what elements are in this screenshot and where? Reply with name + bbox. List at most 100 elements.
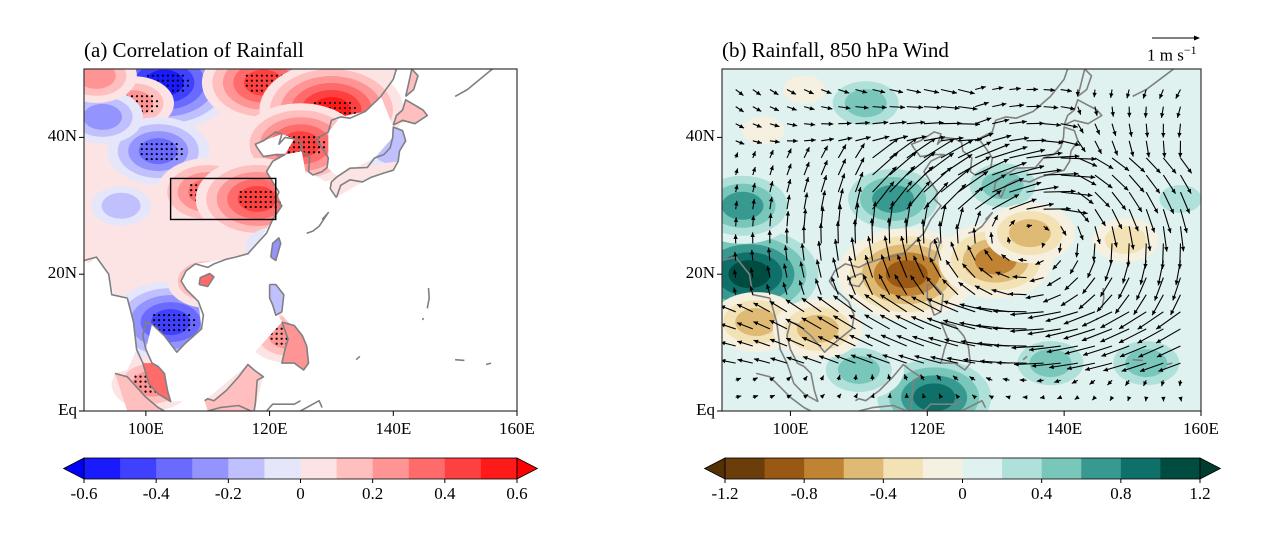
stipple-dot: [144, 385, 147, 388]
stipple-dot: [175, 147, 178, 151]
stipple-dot: [165, 142, 168, 146]
stipple-dot: [140, 105, 144, 108]
stipple-dot: [181, 89, 185, 92]
stipple-dot: [353, 111, 357, 115]
colorbar-tick-label: 0.2: [362, 484, 384, 503]
stipple-dot: [297, 146, 301, 149]
coastline: [492, 69, 494, 70]
colorbar-tick-label: -0.4: [869, 484, 897, 503]
ocean-mask: [255, 133, 295, 157]
ocean-mask: [145, 324, 208, 402]
stipple-dot: [166, 79, 170, 82]
stipple-dot: [170, 142, 173, 146]
stipple-dot: [140, 152, 143, 156]
stipple-dot: [265, 74, 268, 77]
colorbar-segment: [264, 458, 301, 479]
stipple-dot: [140, 95, 144, 98]
y-tick-label: Eq: [58, 400, 77, 419]
stipple-dot: [173, 318, 176, 322]
stipple-dot: [312, 141, 316, 144]
stipple-dot: [255, 79, 258, 82]
significance-stipple: [140, 142, 183, 161]
stipple-dot: [155, 152, 158, 156]
stipple-dot: [280, 327, 283, 330]
stipple-dot: [245, 79, 248, 82]
stipple-dot: [130, 95, 134, 98]
stipple-dot: [155, 147, 158, 151]
coastline: [404, 69, 419, 98]
stipple-dot: [168, 318, 171, 322]
stipple-dot: [270, 74, 273, 77]
ocean-mask: [266, 151, 307, 206]
y-tick-label: 20N: [685, 263, 715, 283]
stipple-dot: [188, 318, 191, 322]
coastline: [454, 69, 493, 98]
colorbar-extend-high: [516, 457, 539, 480]
stipple-dot: [338, 101, 342, 105]
coastline: [392, 99, 429, 126]
stipple-dot: [146, 74, 150, 77]
stipple-dot: [183, 318, 186, 322]
stipple-dot: [239, 190, 242, 194]
stipple-dot: [155, 157, 158, 161]
stipple-dot: [307, 141, 311, 144]
stipple-dot: [150, 110, 154, 113]
stipple-dot: [312, 136, 316, 139]
colorbar-tick-label: -0.2: [214, 484, 242, 503]
x-tick-label: 100E: [772, 419, 809, 438]
stipple-dot: [280, 337, 283, 340]
x-tick-label: 100E: [127, 419, 164, 438]
colorbar-tick-label: 0.6: [506, 484, 528, 503]
stipple-dot: [158, 323, 161, 327]
stipple-dot: [150, 157, 153, 161]
stipple-dot: [178, 318, 181, 322]
stipple-dot: [307, 136, 311, 139]
stipple-dot: [254, 190, 257, 194]
land-luzon: [269, 284, 284, 316]
stipple-dot: [186, 84, 190, 87]
stipple-dot: [244, 200, 247, 204]
stipple-dot: [181, 74, 185, 77]
colorbar-tick-label: 0.8: [1110, 484, 1132, 503]
stipple-dot: [269, 195, 272, 199]
coastline: [207, 404, 252, 411]
stipple-dot: [186, 79, 190, 82]
stipple-dot: [175, 152, 178, 156]
stipple-dot: [163, 323, 166, 327]
stipple-dot: [249, 190, 252, 194]
stipple-dot: [190, 194, 193, 197]
ocean-mask: [176, 255, 282, 384]
stipple-dot: [193, 318, 196, 322]
stipple-dot: [190, 184, 193, 187]
stipple-dot: [183, 323, 186, 327]
stipple-dot: [140, 100, 144, 103]
colorbar-tick-label: 0.4: [434, 484, 456, 503]
stipple-dot: [180, 152, 183, 156]
stipple-dot: [173, 328, 176, 332]
land-honshu-north: [384, 127, 406, 163]
stipple-dot: [144, 380, 147, 383]
stipple-dot: [150, 100, 154, 103]
stipple-dot: [165, 157, 168, 161]
colorbar-segment: [372, 458, 410, 479]
ocean-mask: [411, 69, 499, 111]
stipple-dot: [353, 106, 357, 110]
stipple-dot: [270, 79, 273, 82]
stipple-dot: [317, 151, 321, 154]
stipple-dot: [249, 205, 252, 209]
stipple-dot: [145, 110, 149, 113]
coastline: [329, 126, 407, 199]
colorbar-segment: [156, 458, 193, 479]
stipple-dot: [190, 189, 193, 192]
stipple-dot: [195, 189, 198, 192]
map-field: [84, 69, 517, 411]
panel-b-title: (b) Rainfall, 850 hPa Wind: [722, 38, 949, 62]
stipple-dot: [255, 84, 258, 87]
stipple-dot: [183, 313, 186, 317]
stipple-dot: [269, 205, 272, 209]
coastline: [306, 211, 330, 234]
stipple-dot: [343, 111, 347, 115]
stipple-dot: [269, 190, 272, 194]
region-box: [169, 177, 277, 221]
